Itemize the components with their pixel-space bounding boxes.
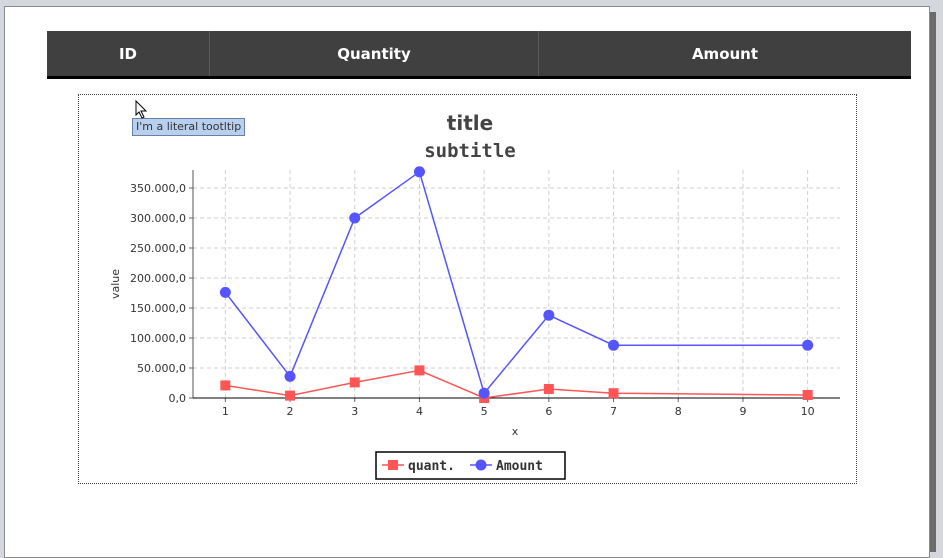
data-point-square (285, 390, 296, 401)
chart-grid (193, 170, 840, 399)
data-point-square (220, 380, 231, 391)
data-point-circle (543, 309, 555, 321)
tooltip: I'm a literal tootltip (132, 118, 246, 136)
y-tick-label: 200.000,0 (130, 272, 186, 285)
data-point-square (608, 388, 619, 399)
column-header-id[interactable]: ID (47, 31, 210, 76)
chart-legend[interactable]: quant. Amount (375, 451, 566, 480)
y-tick-label: 100.000,0 (130, 332, 186, 345)
data-point-circle (349, 212, 361, 224)
data-point-circle (284, 370, 296, 382)
series-line-quant (225, 369, 808, 399)
chart-subtitle: subtitle (424, 140, 516, 162)
data-point-square (802, 390, 813, 400)
chart-title: title (447, 111, 493, 135)
x-tick-label: 10 (801, 405, 815, 418)
data-point-circle (608, 339, 620, 351)
x-tick-label: 2 (287, 405, 294, 418)
table-header: ID Quantity Amount (47, 31, 911, 79)
legend-marker-square (388, 460, 398, 470)
data-point-square (349, 377, 360, 388)
x-tick-label: 3 (351, 405, 358, 418)
x-tick-label: 9 (739, 405, 746, 418)
legend-marker-circle (475, 459, 487, 471)
legend-label: quant. (408, 459, 455, 474)
chart-axes: 1 2 3 4 5 6 7 8 9 10 0,0 50.000,0 100.000,0 150.000,0… (130, 170, 840, 418)
series-line-amount (224, 170, 808, 395)
mouse-cursor-icon (135, 100, 148, 119)
x-tick-label: 4 (416, 405, 423, 418)
x-tick-label: 1 (222, 405, 229, 418)
column-header-quantity[interactable]: Quantity (210, 31, 539, 76)
x-tick-label: 5 (481, 405, 488, 418)
y-tick-label: 350.000,0 (130, 182, 186, 195)
data-point-square (543, 384, 554, 394)
x-tick-label: 6 (545, 405, 552, 418)
x-tick-label: 7 (610, 405, 617, 418)
y-tick-label: 300.000,0 (130, 212, 186, 225)
legend-label: Amount (496, 459, 543, 474)
y-tick-label: 0,0 (169, 392, 187, 405)
column-header-amount[interactable]: Amount (691, 44, 759, 63)
data-point-circle (219, 286, 231, 298)
x-tick-label: 8 (675, 405, 682, 418)
chart-marks (219, 166, 814, 403)
y-tick-label: 50.000,0 (137, 362, 186, 375)
data-point-circle (478, 387, 490, 399)
y-tick-label: 150.000,0 (130, 302, 186, 315)
y-tick-label: 250.000,0 (130, 242, 186, 255)
chart-container (78, 94, 857, 484)
y-axis-label: value (109, 269, 122, 299)
data-point-square (414, 365, 425, 376)
data-point-circle (413, 166, 425, 178)
page-shadow (930, 12, 936, 552)
data-point-circle (802, 339, 814, 351)
x-axis-label: x (512, 425, 519, 438)
